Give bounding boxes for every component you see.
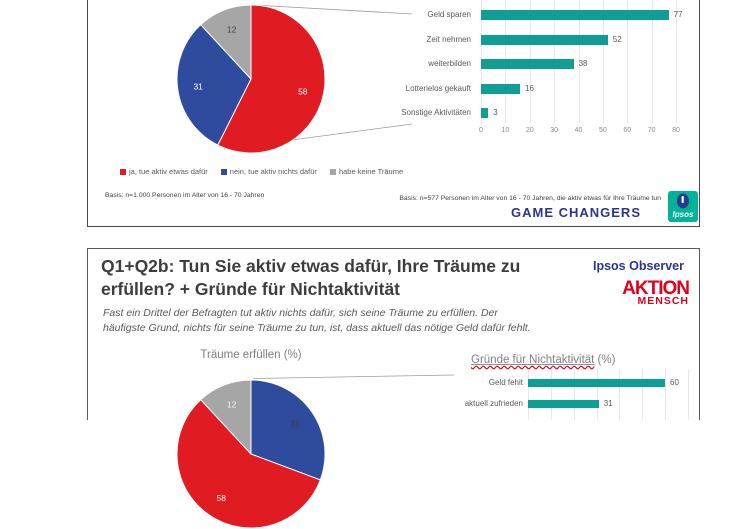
bar-value-label: 31 bbox=[603, 399, 613, 408]
slide-1-panel: 58 31 12 0 10 20 30 40 50 60 70 80 Geld sparen 77 Zei… bbox=[87, 0, 700, 227]
legend-swatch-red bbox=[120, 168, 126, 175]
pie-to-bar-callout-line bbox=[252, 374, 455, 379]
gridline bbox=[578, 0, 580, 123]
x-axis-tick-label: 0 bbox=[479, 127, 483, 134]
slide-title-line1: Q1+Q2b: Tun Sie aktiv etwas dafür, Ihre … bbox=[101, 256, 521, 276]
gridline bbox=[642, 369, 644, 420]
ipsos-logo-text: Ipsos bbox=[673, 210, 694, 219]
gridline bbox=[665, 369, 666, 420]
reasons-bar-chart: Geld fehlt 60 aktuell zufrieden 31 bbox=[88, 249, 699, 420]
gridline bbox=[602, 0, 604, 123]
dreams-pie-chart: 58 31 12 bbox=[176, 4, 326, 154]
bar-value-label: 52 bbox=[612, 34, 622, 44]
bar-chart-title-suffix: (%) bbox=[594, 354, 616, 366]
x-axis-tick-label: 70 bbox=[647, 127, 656, 134]
bar bbox=[481, 34, 608, 45]
aktion-mensch-logo-line1: AKTION bbox=[622, 278, 690, 299]
aktion-mensch-logo-line2: MENSCH bbox=[637, 295, 689, 307]
bar-category-label: Geld sparen bbox=[427, 10, 471, 19]
bar-value-label: 38 bbox=[578, 59, 588, 69]
bar-category-label: aktuell zufrieden bbox=[464, 399, 523, 408]
bar bbox=[528, 400, 599, 408]
gridline bbox=[627, 0, 629, 123]
pie-data-label: 12 bbox=[227, 399, 237, 409]
pie-slice bbox=[176, 23, 252, 146]
slide-title-line2: erfüllen? + Gründe für Nichtaktivität bbox=[101, 279, 401, 299]
pie-chart-title: Träume erfüllen (%) bbox=[200, 349, 302, 361]
slide-subtitle-line1: Fast ein Drittel der Befragten tut aktiv… bbox=[103, 307, 498, 319]
gridline bbox=[651, 0, 653, 123]
legend-item-nein: nein, tue aktiv nichts dafür bbox=[220, 167, 317, 176]
x-axis-tick-label: 10 bbox=[501, 127, 510, 134]
bar-value-label: 60 bbox=[670, 378, 679, 387]
pie-data-label: 31 bbox=[290, 419, 300, 429]
press-page: { "slide1": { "legend": [ {"label": "ja,… bbox=[87, 0, 700, 529]
legend-label: habe keine Träume bbox=[338, 167, 404, 176]
bar bbox=[481, 59, 574, 70]
bar-category-label: Zeit nehmen bbox=[426, 34, 471, 44]
pie-data-label: 31 bbox=[193, 81, 203, 91]
x-axis-tick-label: 30 bbox=[550, 127, 559, 134]
gridline bbox=[573, 369, 575, 420]
bar-category-label: Geld fehlt bbox=[488, 378, 523, 387]
bar-category-label: Lotterielos gekauft bbox=[405, 83, 471, 93]
ipsos-logo-mark-slit bbox=[681, 196, 684, 203]
bar bbox=[481, 83, 520, 94]
pie-slice bbox=[217, 4, 326, 154]
bar bbox=[528, 379, 665, 387]
aktion-mensch-logo: AKTION MENSCH bbox=[508, 278, 690, 307]
pie-data-label: 12 bbox=[227, 24, 237, 34]
x-axis-tick-label: 20 bbox=[525, 127, 534, 134]
gridline bbox=[619, 369, 621, 420]
pie-data-label: 58 bbox=[217, 493, 227, 503]
legend-item-ja: ja, tue aktiv etwas dafür bbox=[120, 167, 208, 176]
basis-note-left: Basis: n=1.000 Personen im Alter von 16 … bbox=[105, 192, 265, 199]
pie-data-label: 58 bbox=[298, 86, 308, 96]
bar-category-label: weiterbilden bbox=[428, 59, 471, 69]
slide-subtitle-line2: häufigste Grund, nichts für seine Träume… bbox=[103, 322, 531, 334]
legend-label: nein, tue aktiv nichts dafür bbox=[229, 167, 317, 176]
gridline bbox=[596, 369, 598, 420]
legend-item-keine-traeume: habe keine Träume bbox=[329, 167, 404, 176]
bar-value-label: 16 bbox=[525, 83, 534, 93]
ipsos-observer-wordmark: Ipsos Observer bbox=[592, 259, 684, 273]
legend-label: ja, tue aktiv etwas dafür bbox=[129, 167, 208, 176]
bar-category-label: Sonstige Aktivitäten bbox=[401, 108, 471, 118]
ipsos-logo: Ipsos bbox=[668, 191, 698, 222]
legend-swatch-gray bbox=[329, 168, 336, 175]
gridline bbox=[550, 369, 552, 420]
x-axis-tick-label: 50 bbox=[598, 127, 607, 134]
pie-legend: ja, tue aktiv etwas dafür nein, tue akti… bbox=[120, 167, 403, 176]
bar bbox=[481, 10, 669, 20]
bar-value-label: 77 bbox=[673, 10, 683, 19]
bar-chart-title-text: Gründe für Nichtaktivität bbox=[471, 354, 595, 366]
x-axis-tick-label: 40 bbox=[574, 127, 583, 134]
game-changers-wordmark: GAME CHANGERS bbox=[510, 205, 641, 220]
bar-chart-title: Gründe für Nichtaktivität (%) bbox=[471, 354, 615, 366]
slide-2-panel: Q1+Q2b: Tun Sie aktiv etwas dafür, Ihre … bbox=[87, 248, 700, 529]
bar bbox=[481, 108, 489, 119]
basis-note-right: Basis: n=577 Personen im Alter von 16 - … bbox=[399, 195, 661, 202]
activities-bar-chart: 0 10 20 30 40 50 60 70 80 Geld sparen 77 Zeit nehme… bbox=[88, 0, 699, 226]
legend-swatch-blue bbox=[220, 168, 227, 175]
gridline bbox=[528, 369, 529, 420]
x-axis-tick-label: 60 bbox=[623, 127, 632, 134]
pie-slice bbox=[200, 4, 252, 81]
gridline bbox=[687, 369, 689, 420]
gridline bbox=[676, 0, 677, 123]
bar-value-label: 3 bbox=[493, 108, 498, 118]
x-axis-tick-label: 80 bbox=[672, 127, 680, 134]
